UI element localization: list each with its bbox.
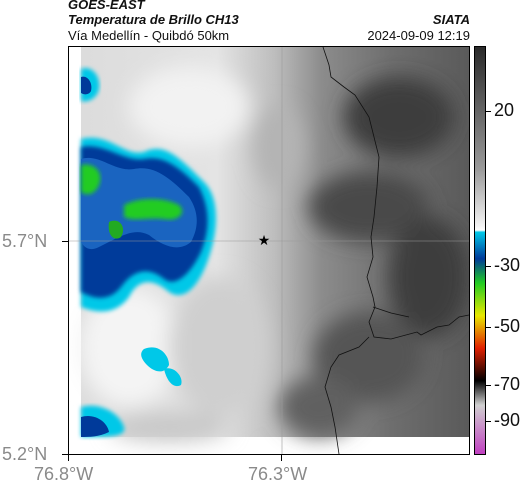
colorbar-label-minus30: -30 — [494, 255, 521, 275]
header-datetime: 2024-09-09 12:19 — [367, 28, 470, 43]
colorbar-label-minus70: -70 — [494, 374, 521, 394]
header-region: Vía Medellín - Quibdó 50km — [68, 28, 230, 43]
header-product: Temperatura de Brillo CH13 — [68, 12, 239, 27]
cold-cloud-top — [81, 68, 216, 437]
y-label-5-7: 5.7°N — [2, 231, 48, 251]
department-boundary — [322, 47, 469, 340]
x-label-76-8: 76.8°W — [34, 464, 94, 484]
colorbar-tick — [486, 421, 491, 422]
star-icon: ★ — [258, 233, 271, 249]
x-tick — [281, 455, 282, 461]
colorbar-tick — [486, 266, 491, 267]
colorbar — [474, 46, 486, 455]
brightness-temperature-map: ★ — [69, 47, 469, 454]
y-label-5-2: 5.2°N — [2, 444, 48, 464]
x-tick — [68, 455, 69, 461]
y-tick — [62, 454, 68, 455]
municipal-boundary — [324, 306, 410, 454]
colorbar-tick — [486, 385, 491, 386]
header-org: SIATA — [432, 12, 470, 27]
colorbar-label-20: 20 — [494, 100, 515, 120]
x-label-76-3: 76.3°W — [248, 464, 308, 484]
map-plot[interactable]: ★ — [68, 46, 470, 455]
y-tick — [62, 241, 68, 242]
colorbar-tick — [486, 111, 491, 112]
colorbar-tick — [486, 327, 491, 328]
colorbar-label-minus50: -50 — [494, 316, 521, 336]
header-satellite: GOES-EAST — [68, 0, 145, 12]
colorbar-label-minus90: -90 — [494, 410, 521, 430]
